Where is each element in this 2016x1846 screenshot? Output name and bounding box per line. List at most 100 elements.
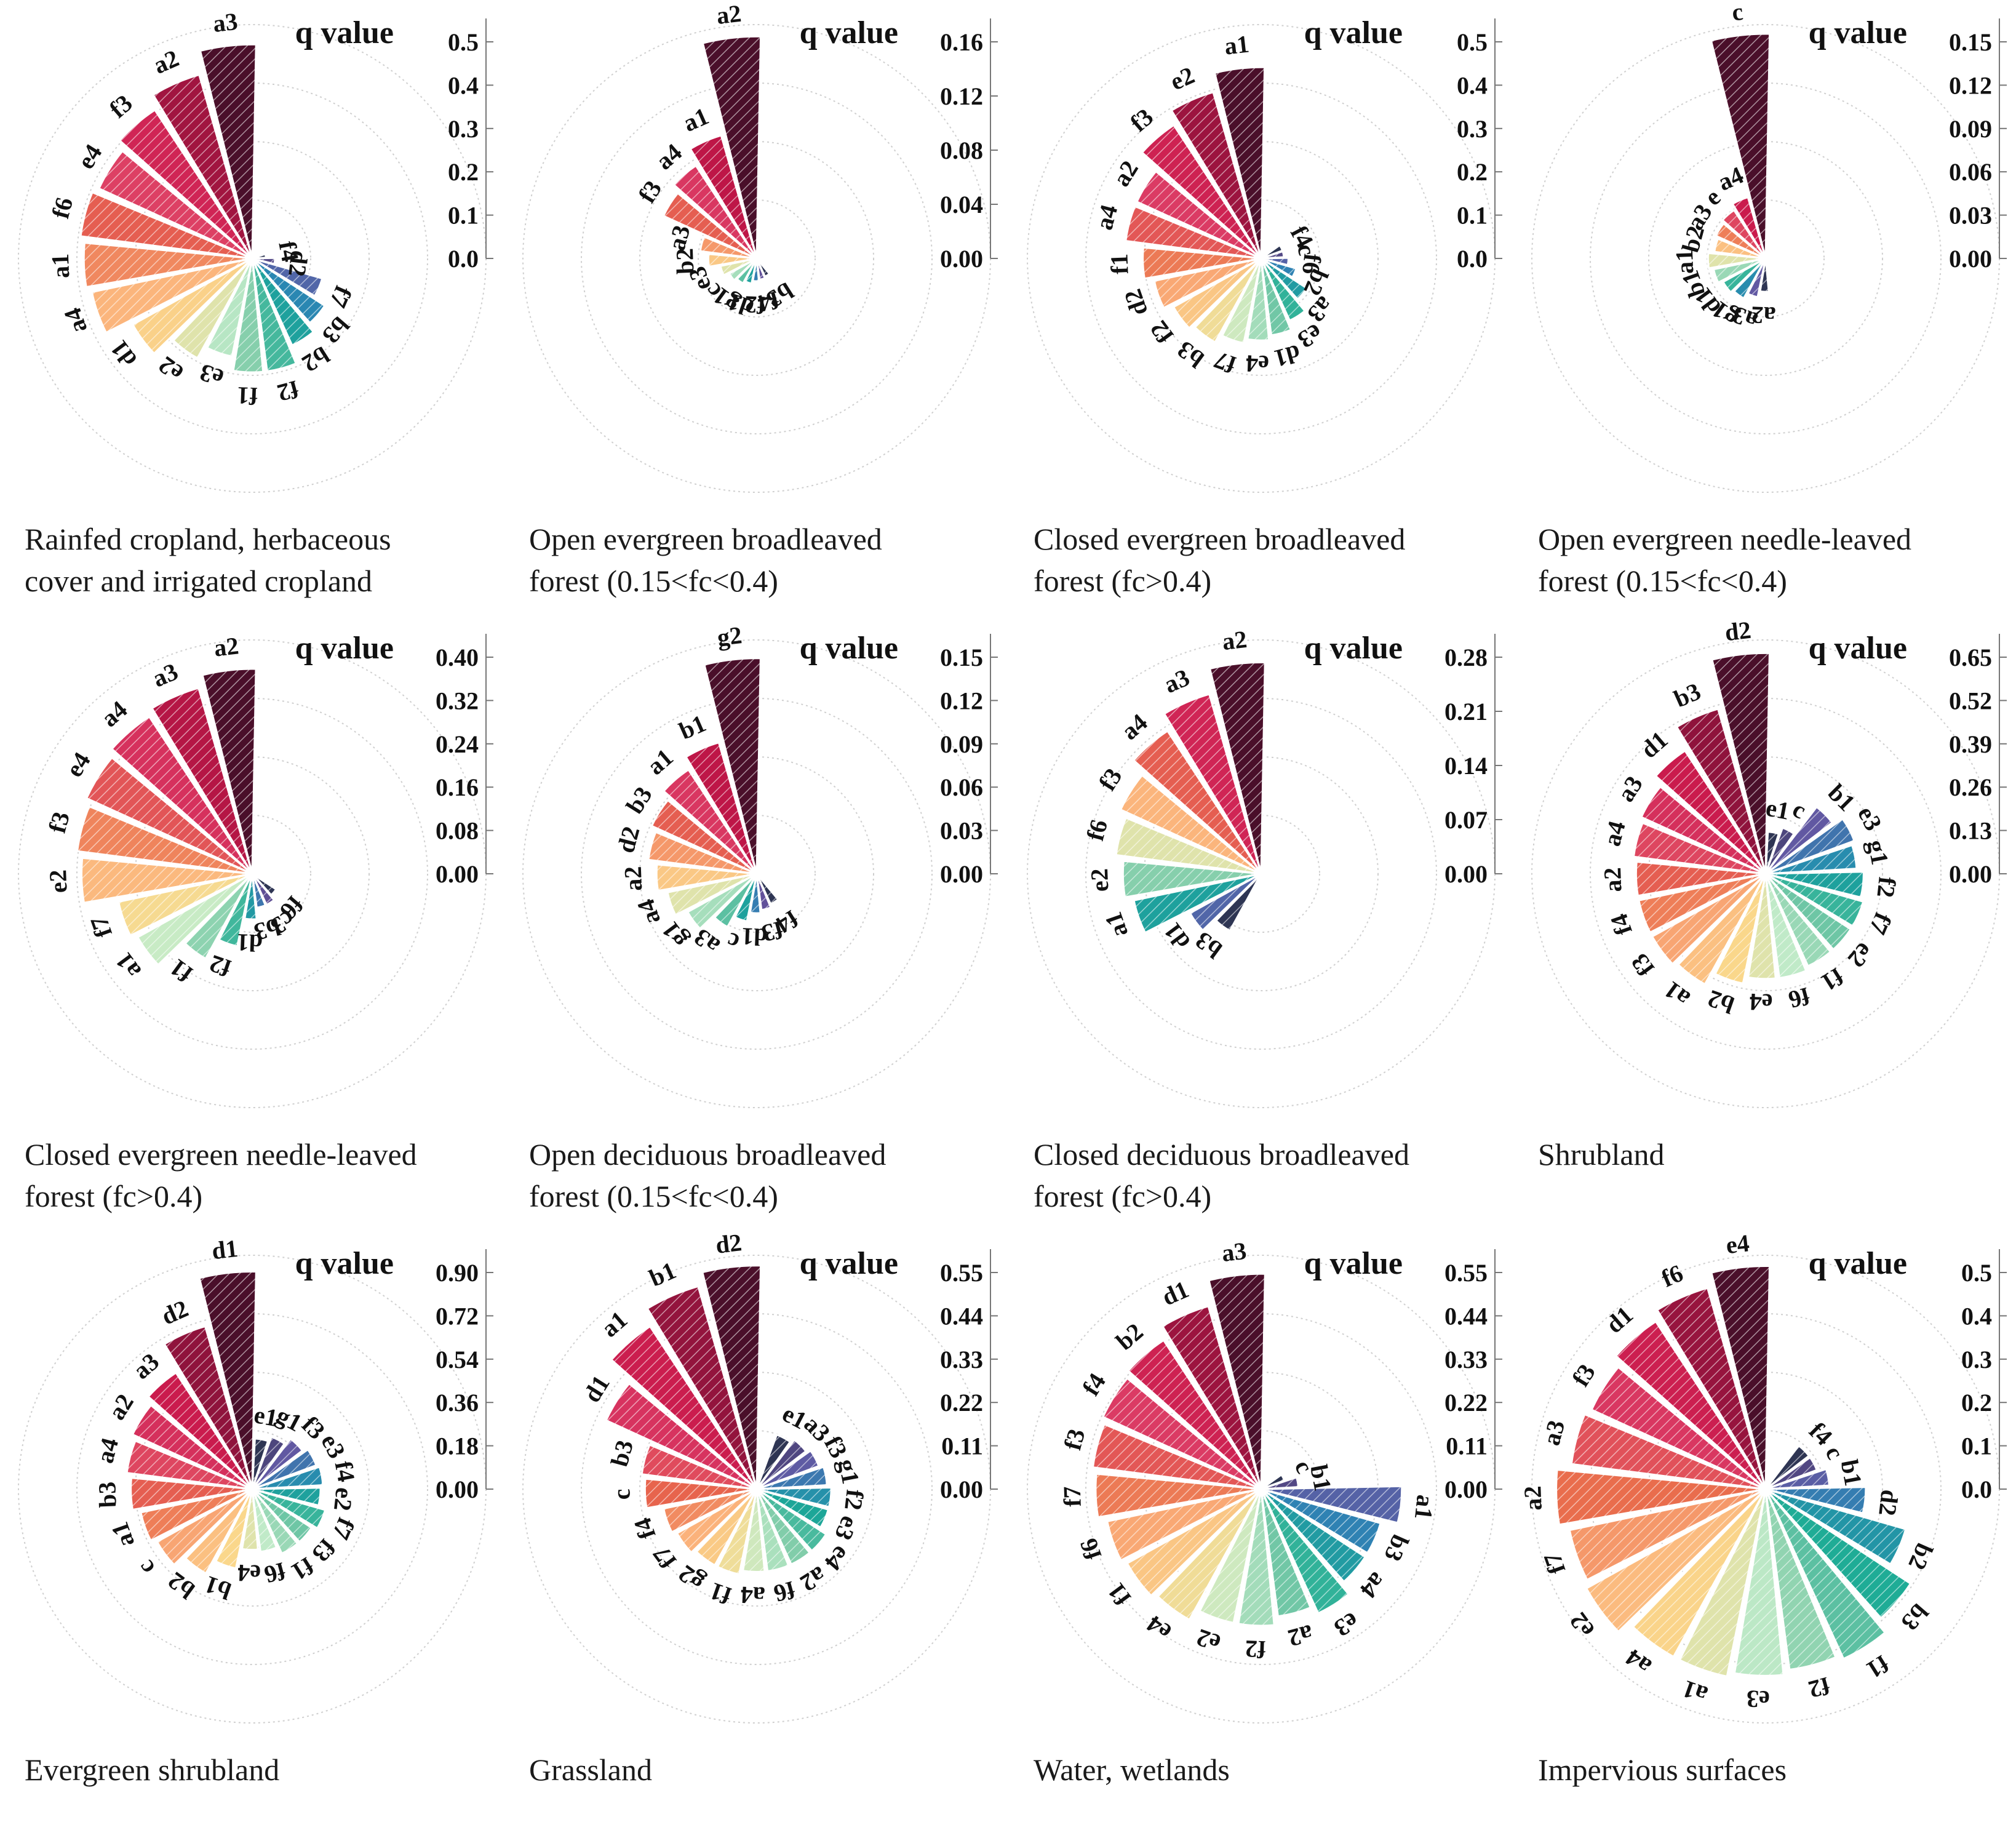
bar-label: a2 [1751,301,1777,329]
tick-label: 0.28 [1444,644,1488,671]
bar-hatch [1766,807,1833,874]
bar-hatch [1195,258,1261,343]
bar-label: b2 [1704,985,1738,1019]
bar-hatch [1127,1489,1261,1596]
bar-hatch [1633,823,1766,874]
bar-label: e4 [237,1559,261,1588]
bar-hatch [140,1489,252,1541]
tick-label: 0.00 [436,1476,479,1503]
bar-hatch [252,1489,277,1552]
tick-label: 0.03 [940,817,983,845]
bar-hatch [1766,818,1855,874]
bar-hatch [1093,1424,1261,1489]
bar-label: b3 [1379,1530,1414,1565]
bar-hatch [1638,874,1766,933]
bar-hatch [651,800,757,874]
bar-label: f6 [771,1576,798,1608]
bar-hatch [164,1326,252,1489]
axis-title: q value [800,15,898,50]
bar-label: b1 [1835,1457,1867,1488]
bar-label: a1 [1679,1675,1711,1709]
bar-hatch [1107,1489,1261,1560]
bar-hatch [252,258,276,264]
bar-label: a1 [1659,976,1695,1013]
bar-hatch [745,258,757,284]
grid-ring [135,1372,370,1607]
bar-label: b2 [1110,1317,1148,1356]
tick-label: 0.00 [436,860,479,888]
tick-label: 0.33 [940,1346,983,1373]
bar-label: f2 [839,1488,869,1512]
grid-ring [76,698,428,1050]
bar-label: g1 [656,917,693,953]
grid-ring [698,199,816,318]
tick-label: 0.12 [940,687,983,714]
grid-ring [639,1372,874,1607]
bar-label: e2 [1166,61,1198,95]
chart-title: Closed deciduous broadleaved forest (fc>… [1034,1137,1409,1213]
bar-hatch [757,1489,810,1565]
grid-ring [639,141,874,376]
bar-label: d1 [1635,725,1673,764]
chart-title: Closed evergreen needle-leaved forest (f… [25,1137,417,1213]
bar-hatch [1616,1321,1766,1489]
bar-hatch [118,874,252,936]
bar-hatch [1261,258,1307,300]
bar-hatch [1214,67,1265,259]
chart-title: Impervious surfaces [1538,1752,1787,1787]
grid-ring [581,1313,933,1665]
tick-label: 0.65 [1949,644,1992,671]
bar-label: a2 [795,1561,831,1597]
bar-label: f7 [1538,1549,1571,1578]
bar-label: c [607,1488,635,1500]
bar-label: d2 [1873,1488,1903,1517]
bar-hatch [757,1489,829,1528]
bar-label: b3 [1670,677,1705,713]
bar-hatch [714,874,757,927]
bar-label: d2 [1723,616,1752,647]
bar-label: a4 [58,305,93,337]
bar-label: e3 [1329,1607,1364,1642]
bar-hatch [708,254,757,267]
bar-hatch [1734,1489,1783,1676]
bar-label: a1 [110,948,146,984]
bar-label: a2 [1285,1619,1316,1652]
bar-label: f6 [1074,1535,1107,1563]
bar-label: b3 [605,1437,639,1469]
bar-hatch [757,1487,832,1508]
bar-hatch [1766,831,1779,874]
bar-label: f3 [1093,763,1128,795]
bar-label: g2 [715,621,743,651]
tick-label: 0.0 [1961,1476,1992,1503]
tick-label: 0.22 [940,1389,983,1416]
grid-ring [581,698,933,1050]
bar-hatch [252,874,276,895]
bar-hatch [199,1271,257,1489]
bar-hatch [1734,258,1766,298]
bar-hatch [1766,828,1795,874]
bar-label: a3 [212,7,239,38]
bar-label: b3 [620,781,658,818]
tick-label: 0.11 [1446,1432,1488,1460]
bar-hatch [130,1477,252,1510]
bar-label: a2 [1598,867,1627,893]
bar-hatch [1173,258,1261,329]
bar-hatch [200,44,257,258]
bar-label: a3 [127,1348,164,1384]
bar-label: f2 [1144,316,1179,349]
bar-label: f3 [1566,1359,1601,1391]
bar-hatch [1216,874,1261,931]
tick-label: 0.26 [1949,773,1992,801]
bar-hatch [1766,874,1831,966]
tick-label: 0.4 [448,71,479,99]
bar-label: a3 [1537,1417,1571,1448]
bar-hatch [647,1286,757,1489]
bar-hatch [252,1439,303,1489]
bar-label: c [1731,0,1745,26]
tick-label: 0.0 [448,245,479,273]
bar-label: f2 [1245,1635,1266,1663]
tick-label: 0.00 [1949,245,1992,273]
chart-title: Shrubland [1538,1137,1665,1172]
